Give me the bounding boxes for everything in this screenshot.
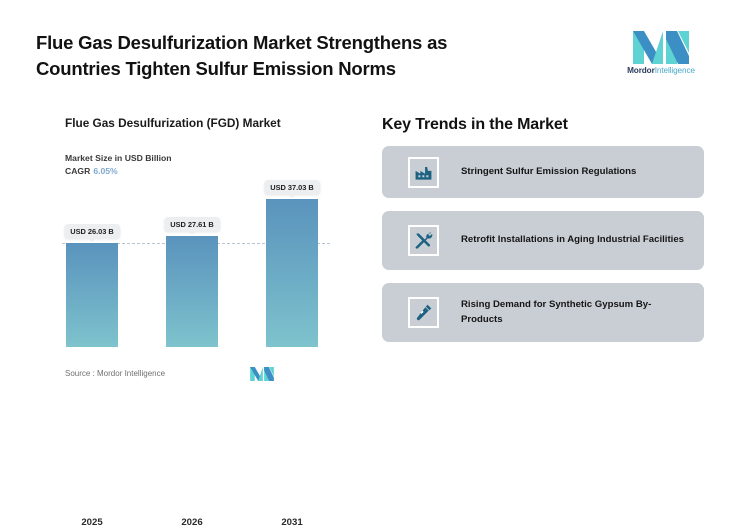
bar-category-label-2025: 2025 bbox=[81, 517, 103, 528]
tools-icon bbox=[415, 232, 433, 249]
trend-label-1: Stringent Sulfur Emission Regulations bbox=[461, 165, 637, 177]
bar-value-label-2031: USD 37.03 B bbox=[264, 180, 320, 198]
trend-card-2[interactable]: Retrofit Installations in Aging Industri… bbox=[382, 211, 704, 270]
bar-category-label-2031: 2031 bbox=[281, 517, 303, 528]
page-title-line-1: Flue Gas Desulfurization Market Strength… bbox=[36, 32, 448, 53]
bar-category-label-2026: 2026 bbox=[181, 517, 203, 528]
mordor-logo-wordmark: MordorIntelligence bbox=[612, 66, 710, 75]
cagr-row: CAGR 6.05% bbox=[65, 166, 118, 176]
flashlight-icon bbox=[416, 304, 432, 321]
cagr-label: CAGR bbox=[65, 166, 91, 176]
bar-2025[interactable] bbox=[66, 243, 118, 347]
logo-word-secondary: Intelligence bbox=[654, 66, 695, 75]
trend-card-3[interactable]: Rising Demand for Synthetic Gypsum By-Pr… bbox=[382, 283, 704, 342]
header: Flue Gas Desulfurization Market Strength… bbox=[0, 0, 750, 98]
bar-value-label-2025: USD 26.03 B bbox=[64, 224, 120, 242]
trend-icon-box-3 bbox=[408, 297, 439, 328]
trend-icon-box-1 bbox=[408, 156, 439, 188]
chart-panel: Flue Gas Desulfurization (FGD) Market Ma… bbox=[36, 104, 354, 528]
key-trends-panel: Key Trends in the Market Stringent Sulfu… bbox=[382, 104, 714, 396]
source-label: Source : Mordor Intelligence bbox=[65, 369, 166, 378]
mordor-logo-mark-small bbox=[250, 367, 274, 381]
trend-icon-box-2 bbox=[408, 225, 439, 256]
logo-word-primary: Mordor bbox=[627, 66, 655, 75]
bar-2031[interactable] bbox=[266, 199, 318, 347]
mordor-intelligence-logo: MordorIntelligence bbox=[612, 31, 710, 81]
trend-label-2: Retrofit Installations in Aging Industri… bbox=[461, 234, 684, 246]
bar-chart-plot-area: USD 26.03 B 2025 USD 27.61 B 2026 USD 37… bbox=[62, 180, 330, 528]
page-title-line-2: Countries Tighten Sulfur Emission Norms bbox=[36, 58, 396, 80]
bar-value-label-2026: USD 27.61 B bbox=[164, 217, 220, 235]
mordor-logo-mark bbox=[633, 31, 689, 64]
bar-2026[interactable] bbox=[166, 236, 218, 347]
cagr-value: 6.05% bbox=[93, 166, 118, 176]
page-title: Flue Gas Desulfurization Market Strength… bbox=[36, 30, 556, 83]
trend-card-1[interactable]: Stringent Sulfur Emission Regulations bbox=[382, 146, 704, 198]
factory-icon bbox=[415, 166, 432, 180]
key-trends-heading: Key Trends in the Market bbox=[382, 116, 568, 133]
chart-title: Flue Gas Desulfurization (FGD) Market bbox=[65, 116, 305, 132]
chart-title-line-2: Market bbox=[242, 116, 281, 130]
chart-title-line-1: Flue Gas Desulfurization (FGD) bbox=[65, 116, 240, 130]
trend-label-3: Rising Demand for Synthetic Gypsum By-Pr… bbox=[461, 299, 652, 325]
chart-subtitle: Market Size in USD Billion bbox=[65, 153, 172, 163]
source-row: Source : Mordor Intelligence bbox=[65, 367, 335, 383]
